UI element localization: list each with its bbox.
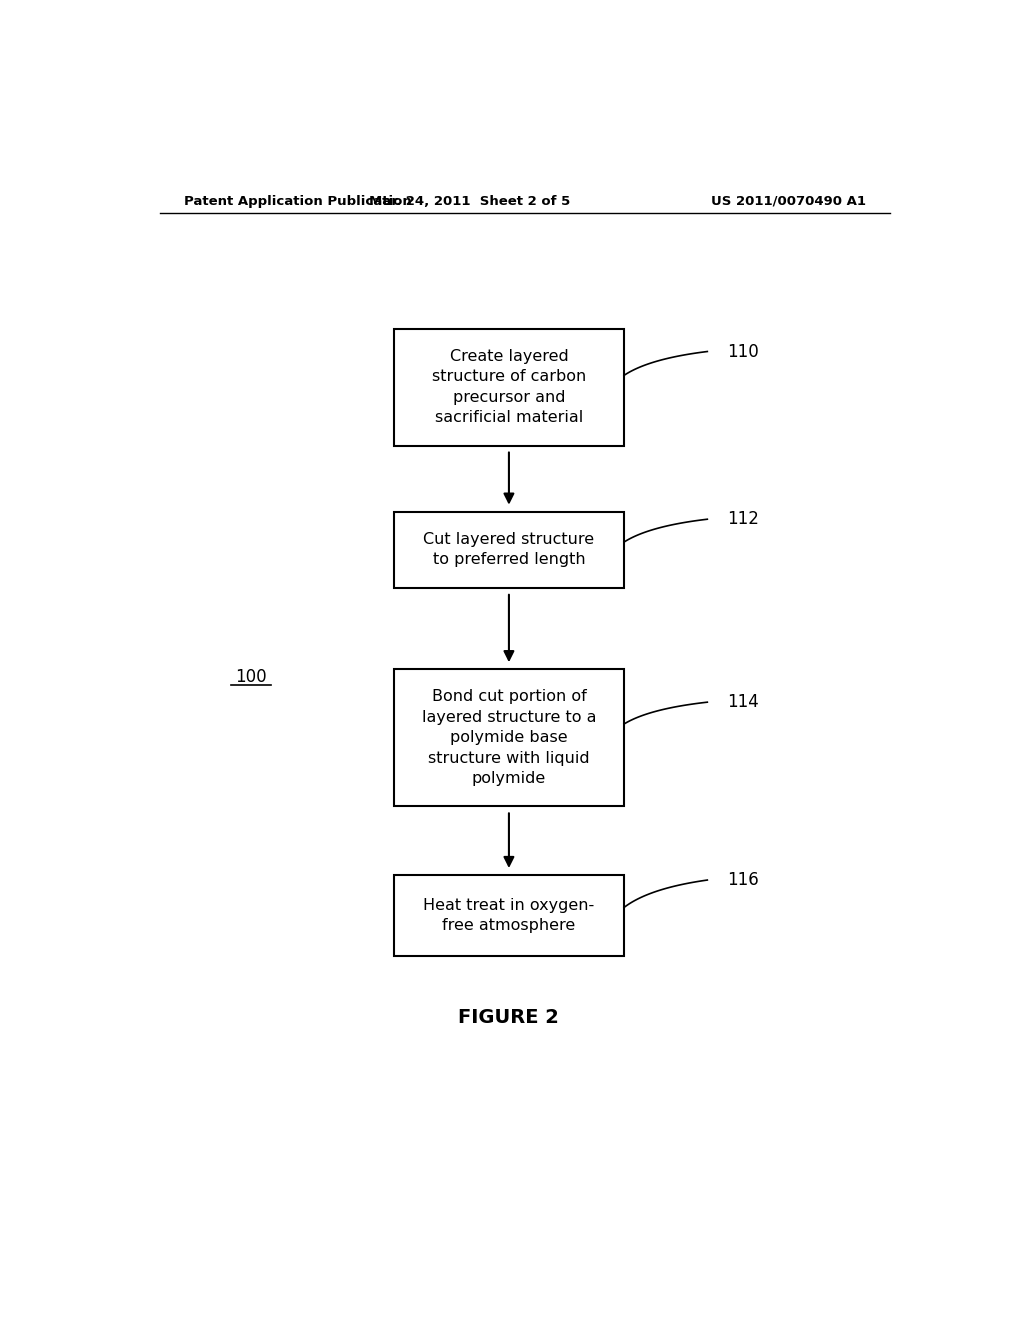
Text: Cut layered structure
to preferred length: Cut layered structure to preferred lengt…	[423, 532, 595, 568]
FancyBboxPatch shape	[394, 512, 624, 587]
Text: Heat treat in oxygen-
free atmosphere: Heat treat in oxygen- free atmosphere	[423, 898, 595, 933]
Text: 100: 100	[236, 668, 267, 686]
FancyArrowPatch shape	[505, 813, 513, 866]
Text: 114: 114	[727, 693, 759, 711]
Text: 116: 116	[727, 871, 759, 890]
Text: US 2011/0070490 A1: US 2011/0070490 A1	[711, 194, 866, 207]
FancyBboxPatch shape	[394, 329, 624, 446]
Text: Patent Application Publication: Patent Application Publication	[183, 194, 412, 207]
Text: FIGURE 2: FIGURE 2	[459, 1007, 559, 1027]
Text: 112: 112	[727, 511, 759, 528]
Text: Bond cut portion of
layered structure to a
polymide base
structure with liquid
p: Bond cut portion of layered structure to…	[422, 689, 596, 785]
FancyBboxPatch shape	[394, 875, 624, 956]
FancyArrowPatch shape	[505, 453, 513, 503]
FancyArrowPatch shape	[505, 595, 513, 660]
FancyBboxPatch shape	[394, 669, 624, 807]
Text: Mar. 24, 2011  Sheet 2 of 5: Mar. 24, 2011 Sheet 2 of 5	[369, 194, 570, 207]
Text: 110: 110	[727, 342, 759, 360]
Text: Create layered
structure of carbon
precursor and
sacrificial material: Create layered structure of carbon precu…	[432, 348, 586, 425]
